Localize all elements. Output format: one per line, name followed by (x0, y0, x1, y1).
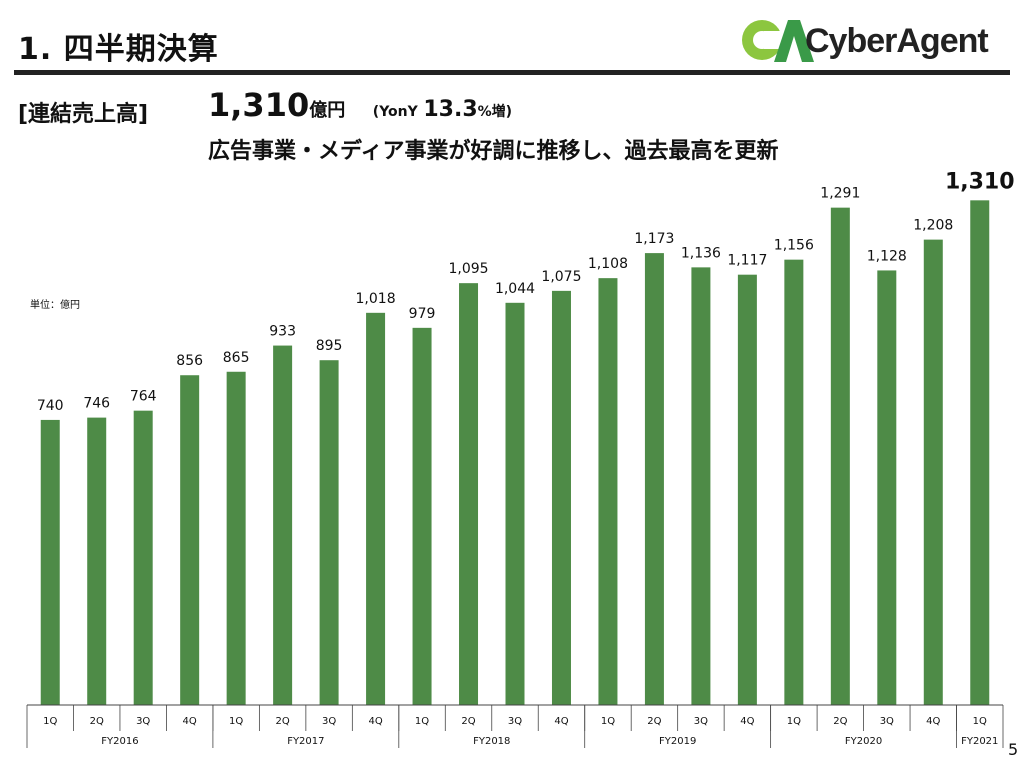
x-tick-label: 1Q (43, 716, 57, 727)
bar (273, 345, 293, 705)
bar (877, 270, 897, 705)
data-label: 1,095 (448, 261, 488, 277)
x-tick-label: 3Q (694, 716, 708, 727)
revenue-value: 1,310 (208, 86, 310, 124)
data-label: 1,310 (945, 169, 1015, 194)
bar (180, 375, 200, 705)
group-label: FY2020 (845, 736, 882, 747)
revenue-unit: 億円 (309, 100, 346, 121)
x-tick-label: 1Q (787, 716, 801, 727)
bar (505, 302, 525, 705)
page-title: 1. 四半期決算 (18, 32, 219, 67)
bar (366, 312, 386, 705)
bar (459, 283, 479, 705)
group-label: FY2017 (287, 736, 324, 747)
headline: 1,310億円 (YonY 13.3%増) (208, 86, 512, 124)
unit-label: 単位：億円 (30, 300, 80, 311)
data-label: 746 (83, 396, 110, 412)
bar (319, 360, 339, 705)
x-tick-label: 4Q (554, 716, 568, 727)
x-tick-label: 3Q (880, 716, 894, 727)
bar (40, 419, 60, 705)
x-tick-label: 2Q (276, 716, 290, 727)
group-label: FY2016 (101, 736, 138, 747)
x-tick-label: 4Q (183, 716, 197, 727)
yoy-value: 13.3 (423, 97, 478, 122)
yoy-suffix: %増) (477, 104, 513, 120)
x-tick-label: 3Q (322, 716, 336, 727)
cyberagent-logo-text: CyberAgent (805, 22, 989, 60)
x-tick-label: 4Q (368, 716, 382, 727)
data-label: 933 (269, 324, 296, 340)
page-number: 5 (1008, 740, 1019, 759)
group-label: FY2021 (961, 736, 998, 747)
x-tick-label: 2Q (461, 716, 475, 727)
data-label: 1,291 (820, 186, 860, 202)
data-label: 1,173 (634, 231, 674, 247)
yoy-prefix: (YonY (372, 104, 418, 120)
data-label: 979 (409, 306, 436, 322)
bar (691, 267, 711, 705)
x-tick-label: 1Q (415, 716, 429, 727)
x-tick-label: 2Q (833, 716, 847, 727)
x-tick-label: 2Q (90, 716, 104, 727)
bar (551, 290, 571, 705)
data-label: 895 (316, 338, 343, 354)
group-label: FY2019 (659, 736, 696, 747)
x-tick-label: 3Q (136, 716, 150, 727)
x-tick-label: 3Q (508, 716, 522, 727)
bar (226, 371, 246, 705)
data-label: 1,117 (727, 253, 767, 269)
x-tick-label: 4Q (740, 716, 754, 727)
cyberagent-logo-mark (742, 20, 814, 62)
headline-note: 広告事業・メディア事業が好調に推移し、過去最高を更新 (208, 139, 779, 164)
data-label: 1,018 (356, 291, 396, 307)
data-label: 856 (176, 353, 203, 369)
bar (737, 274, 757, 705)
data-label: 1,044 (495, 281, 535, 297)
title-divider (14, 70, 1010, 75)
group-label: FY2018 (473, 736, 510, 747)
data-label: 764 (130, 389, 157, 405)
data-label: 1,108 (588, 256, 628, 272)
bar (784, 259, 804, 705)
x-tick-label: 1Q (601, 716, 615, 727)
data-label: 1,128 (867, 248, 907, 264)
bar (970, 200, 990, 705)
data-label: 1,156 (774, 238, 814, 254)
data-label: 740 (37, 398, 64, 414)
bar (644, 253, 664, 705)
bar (830, 207, 850, 706)
data-label: 1,208 (913, 218, 953, 234)
metric-label: [連結売上高] (18, 102, 149, 127)
x-tick-label: 4Q (926, 716, 940, 727)
bar (133, 410, 153, 705)
x-tick-label: 1Q (229, 716, 243, 727)
x-tick-label: 1Q (973, 716, 987, 727)
bar (412, 327, 432, 705)
bar (598, 278, 618, 705)
data-label: 1,075 (541, 269, 581, 285)
x-tick-label: 2Q (647, 716, 661, 727)
data-label: 1,136 (681, 245, 721, 261)
bar (923, 239, 943, 705)
bar (87, 417, 107, 705)
data-label: 865 (223, 350, 250, 366)
